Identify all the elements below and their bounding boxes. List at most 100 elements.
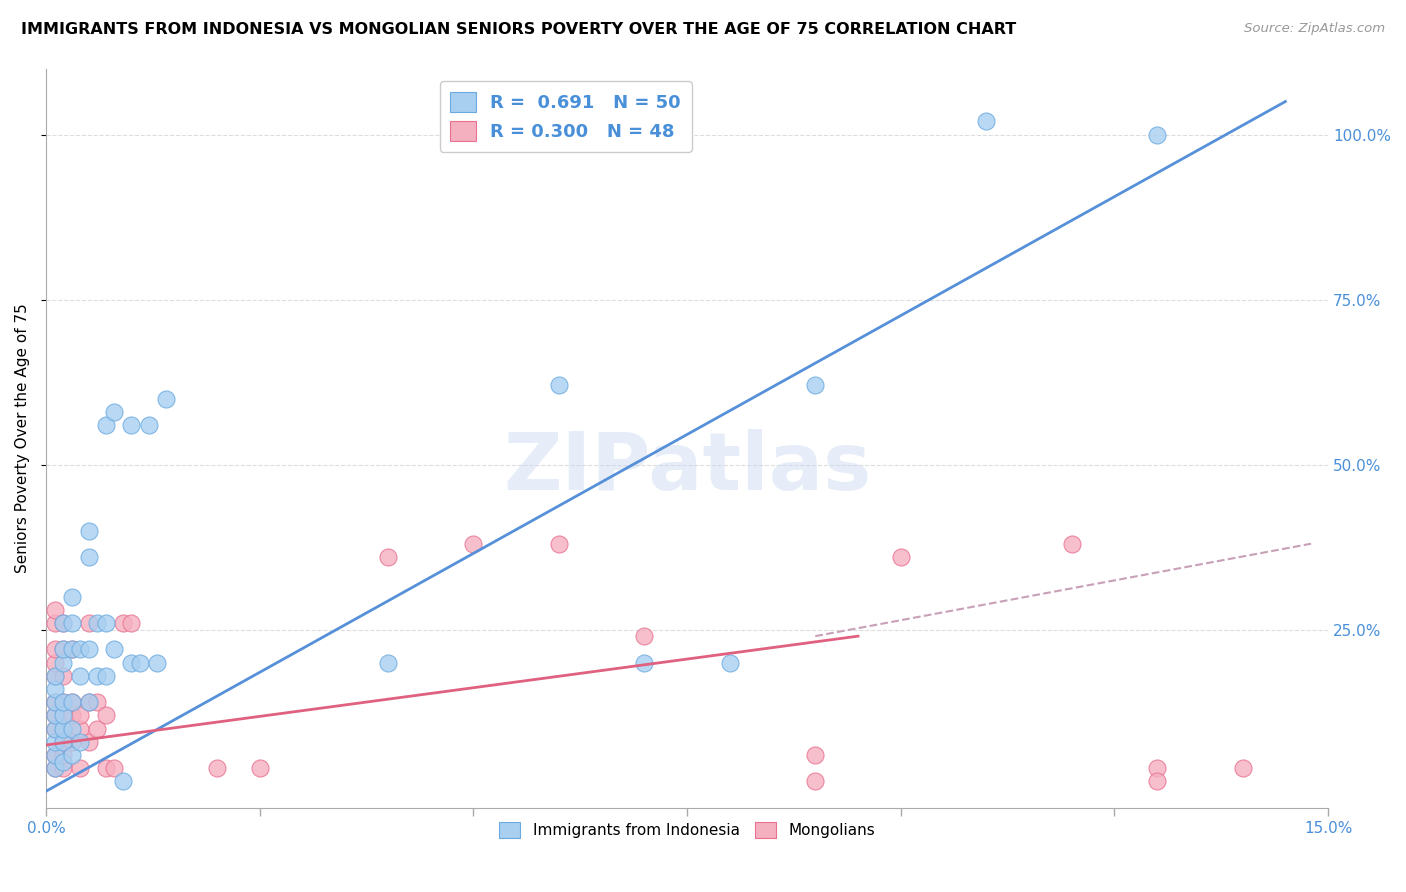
Point [77, 695, 100, 709]
Point [111, 774, 134, 789]
Point [52, 761, 75, 775]
Point [52, 615, 75, 630]
Point [1146, 128, 1168, 142]
Point [44, 695, 66, 709]
Point [633, 656, 655, 670]
Point [52, 722, 75, 736]
Point [1146, 774, 1168, 789]
Point [120, 417, 142, 432]
Point [44, 603, 66, 617]
Point [60, 722, 83, 736]
Point [52, 747, 75, 762]
Point [44, 708, 66, 723]
Point [44, 761, 66, 775]
Point [44, 735, 66, 749]
Point [44, 656, 66, 670]
Point [1060, 537, 1083, 551]
Point [44, 642, 66, 657]
Point [77, 642, 100, 657]
Point [463, 537, 485, 551]
Point [974, 114, 997, 128]
Point [60, 642, 83, 657]
Point [120, 615, 142, 630]
Point [52, 669, 75, 683]
Point [52, 755, 75, 769]
Point [60, 695, 83, 709]
Point [44, 761, 66, 775]
Text: Source: ZipAtlas.com: Source: ZipAtlas.com [1244, 22, 1385, 36]
Point [86, 722, 108, 736]
Point [52, 735, 75, 749]
Point [129, 656, 152, 670]
Point [120, 656, 142, 670]
Point [52, 695, 75, 709]
Point [146, 656, 169, 670]
Point [44, 615, 66, 630]
Y-axis label: Seniors Poverty Over the Age of 75: Seniors Poverty Over the Age of 75 [15, 303, 30, 573]
Point [547, 378, 569, 392]
Point [1232, 761, 1254, 775]
Point [60, 735, 83, 749]
Legend: Immigrants from Indonesia, Mongolians: Immigrants from Indonesia, Mongolians [494, 816, 882, 845]
Point [52, 708, 75, 723]
Text: IMMIGRANTS FROM INDONESIA VS MONGOLIAN SENIORS POVERTY OVER THE AGE OF 75 CORREL: IMMIGRANTS FROM INDONESIA VS MONGOLIAN S… [21, 22, 1017, 37]
Point [86, 669, 108, 683]
Point [249, 761, 271, 775]
Point [69, 722, 91, 736]
Point [718, 656, 741, 670]
Point [44, 747, 66, 762]
Point [52, 615, 75, 630]
Point [60, 590, 83, 604]
Point [44, 695, 66, 709]
Point [52, 642, 75, 657]
Point [103, 405, 125, 419]
Point [44, 722, 66, 736]
Point [103, 761, 125, 775]
Point [60, 642, 83, 657]
Point [94, 708, 117, 723]
Point [44, 708, 66, 723]
Point [77, 524, 100, 538]
Point [69, 669, 91, 683]
Point [44, 747, 66, 762]
Point [890, 549, 912, 564]
Point [1146, 761, 1168, 775]
Point [77, 735, 100, 749]
Point [44, 669, 66, 683]
Point [94, 669, 117, 683]
Point [205, 761, 228, 775]
Point [69, 642, 91, 657]
Point [60, 747, 83, 762]
Point [155, 392, 177, 406]
Point [69, 708, 91, 723]
Point [77, 549, 100, 564]
Point [77, 695, 100, 709]
Point [377, 656, 399, 670]
Point [60, 695, 83, 709]
Point [86, 695, 108, 709]
Point [52, 735, 75, 749]
Point [94, 761, 117, 775]
Point [138, 417, 160, 432]
Point [69, 761, 91, 775]
Point [377, 549, 399, 564]
Point [111, 615, 134, 630]
Point [44, 669, 66, 683]
Point [52, 656, 75, 670]
Point [69, 735, 91, 749]
Point [60, 615, 83, 630]
Point [804, 747, 827, 762]
Point [103, 642, 125, 657]
Point [60, 708, 83, 723]
Text: ZIPatlas: ZIPatlas [503, 429, 872, 507]
Point [94, 417, 117, 432]
Point [44, 681, 66, 696]
Point [52, 642, 75, 657]
Point [804, 378, 827, 392]
Point [94, 615, 117, 630]
Point [633, 629, 655, 643]
Point [86, 615, 108, 630]
Point [77, 615, 100, 630]
Point [52, 722, 75, 736]
Point [52, 695, 75, 709]
